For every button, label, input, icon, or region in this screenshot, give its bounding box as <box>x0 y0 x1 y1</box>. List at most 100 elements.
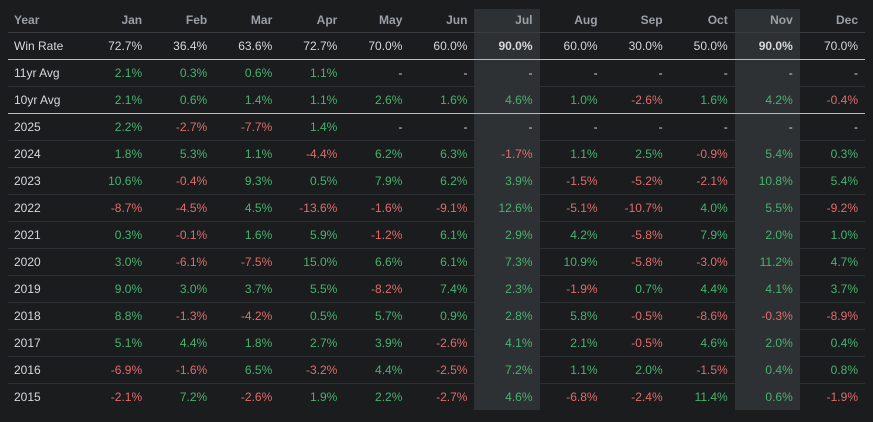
cell-sep: -2.4% <box>631 389 663 404</box>
cell-mar: 9.3% <box>214 167 280 195</box>
cell-nov: 10.8% <box>734 167 800 195</box>
monthly-returns-table: Year Jan Feb Mar Apr May Jun Jul Aug Sep Oct Nov De… <box>8 9 865 410</box>
cell-dec: 1.0% <box>799 221 865 249</box>
cell-mar: -4.2% <box>214 302 280 330</box>
cell-oct: -8.6% <box>669 302 735 330</box>
cell-jan: 9.0% <box>84 275 150 303</box>
column-header-sep[interactable]: Sep <box>604 9 670 33</box>
cell-apr: 0.5% <box>279 302 345 330</box>
cell-feb: -4.5% <box>149 194 215 222</box>
table-row: 2020 3.0% -6.1% -7.5% 15.0% 6.6% 6.1% 7.3% 10.9%… <box>8 248 865 276</box>
cell-oct: - <box>669 113 735 141</box>
cell-feb: -2.7% <box>149 113 215 141</box>
column-header-year[interactable]: Year <box>8 9 85 33</box>
cell-aug: 1.0% <box>539 86 605 114</box>
cell-nov: - <box>734 59 800 87</box>
cell-feb: -0.4% <box>149 167 215 195</box>
column-header-jan[interactable]: Jan <box>84 9 150 33</box>
cell-dec: 4.7% <box>799 248 865 276</box>
cell-jan: 5.1% <box>84 329 150 357</box>
cell-dec: -8.9% <box>799 302 865 330</box>
cell-jan: 1.8% <box>84 140 150 168</box>
cell-nov: 90.0% <box>734 32 800 60</box>
cell-oct: - <box>669 59 735 87</box>
cell-dec: 0.8% <box>799 356 865 384</box>
cell-feb: 0.6% <box>149 86 215 114</box>
cell-oct: -0.9% <box>669 140 735 168</box>
cell-jan: -2.1% <box>110 389 143 404</box>
row-label: 11yr Avg <box>8 59 85 87</box>
cell-oct: 11.4% <box>694 389 728 404</box>
cell-aug: 1.1% <box>539 140 605 168</box>
cell-nov: 0.4% <box>734 356 800 384</box>
cell-may: - <box>344 59 410 87</box>
cell-aug: 2.1% <box>539 329 605 357</box>
column-header-dec[interactable]: Dec <box>799 9 865 33</box>
column-header-mar[interactable]: Mar <box>214 9 280 33</box>
cell-apr: 1.9% <box>309 389 338 404</box>
cell-jul: 2.3% <box>474 275 540 303</box>
cell-mar: 1.8% <box>214 329 280 357</box>
cell-aug: -6.8% <box>566 389 598 404</box>
cell-nov: 11.2% <box>734 248 800 276</box>
table-row: 2017 5.1% 4.4% 1.8% 2.7% 3.9% -2.6% 4.1% 2.1% -0.… <box>8 329 865 357</box>
cell-oct: 1.6% <box>669 86 735 114</box>
cell-aug: 5.8% <box>539 302 605 330</box>
column-header-nov[interactable]: Nov <box>734 9 800 33</box>
cell-dec: 70.0% <box>799 32 865 60</box>
cell-jan: 2.1% <box>84 59 150 87</box>
cell-may: -1.2% <box>344 221 410 249</box>
cell-jul: 12.6% <box>474 194 540 222</box>
cell-jul: -1.7% <box>474 140 540 168</box>
cell-oct: 4.4% <box>669 275 735 303</box>
cell-mar: 6.5% <box>214 356 280 384</box>
cell-feb: -6.1% <box>149 248 215 276</box>
row-label: 2016 <box>8 356 85 384</box>
cell-jun: 6.2% <box>409 167 475 195</box>
cell-jul: 2.8% <box>474 302 540 330</box>
cell-aug: 10.9% <box>539 248 605 276</box>
cell-nov: 0.6% <box>734 383 800 410</box>
cell-mar: -2.6% <box>240 389 273 404</box>
cell-may: - <box>344 113 410 141</box>
cell-jun: 60.0% <box>409 32 475 60</box>
column-header-jul[interactable]: Jul <box>474 9 540 33</box>
column-header-jun[interactable]: Jun <box>409 9 475 33</box>
cell-nov: 5.4% <box>734 140 800 168</box>
cell-may: 3.9% <box>344 329 410 357</box>
cell-may: 2.6% <box>344 86 410 114</box>
cell-may: 2.2% <box>375 389 403 404</box>
cell-sep: - <box>604 113 670 141</box>
cell-jun: -2.7% <box>436 389 468 404</box>
column-header-feb[interactable]: Feb <box>149 9 215 33</box>
column-header-apr[interactable]: Apr <box>279 9 345 33</box>
cell-jul: 4.6% <box>474 383 540 410</box>
cell-jul: 7.3% <box>474 248 540 276</box>
cell-dec: 5.4% <box>799 167 865 195</box>
cell-apr: -3.2% <box>279 356 345 384</box>
cell-sep: -0.5% <box>604 329 670 357</box>
cell-sep: -5.2% <box>604 167 670 195</box>
row-label: 2019 <box>8 275 85 303</box>
cell-jul: 3.9% <box>474 167 540 195</box>
cell-mar: 63.6% <box>214 32 280 60</box>
cell-oct: -2.1% <box>669 167 735 195</box>
cell-oct: 7.9% <box>669 221 735 249</box>
column-header-aug[interactable]: Aug <box>539 9 605 33</box>
cell-jan: 2.2% <box>84 113 150 141</box>
cell-may: 5.7% <box>344 302 410 330</box>
cell-feb: 36.4% <box>149 32 215 60</box>
cell-apr: -13.6% <box>279 194 345 222</box>
cell-apr: 1.1% <box>279 86 345 114</box>
cell-apr: 72.7% <box>279 32 345 60</box>
cell-jan: 72.7% <box>84 32 150 60</box>
column-header-may[interactable]: May <box>344 9 410 33</box>
cell-jul: 4.6% <box>474 86 540 114</box>
cell-sep: 2.0% <box>604 356 670 384</box>
cell-mar: 1.1% <box>214 140 280 168</box>
cell-feb: -1.6% <box>149 356 215 384</box>
cell-nov: - <box>734 113 800 141</box>
cell-feb: -1.3% <box>149 302 215 330</box>
row-label: 2020 <box>8 248 85 276</box>
column-header-oct[interactable]: Oct <box>669 9 735 33</box>
